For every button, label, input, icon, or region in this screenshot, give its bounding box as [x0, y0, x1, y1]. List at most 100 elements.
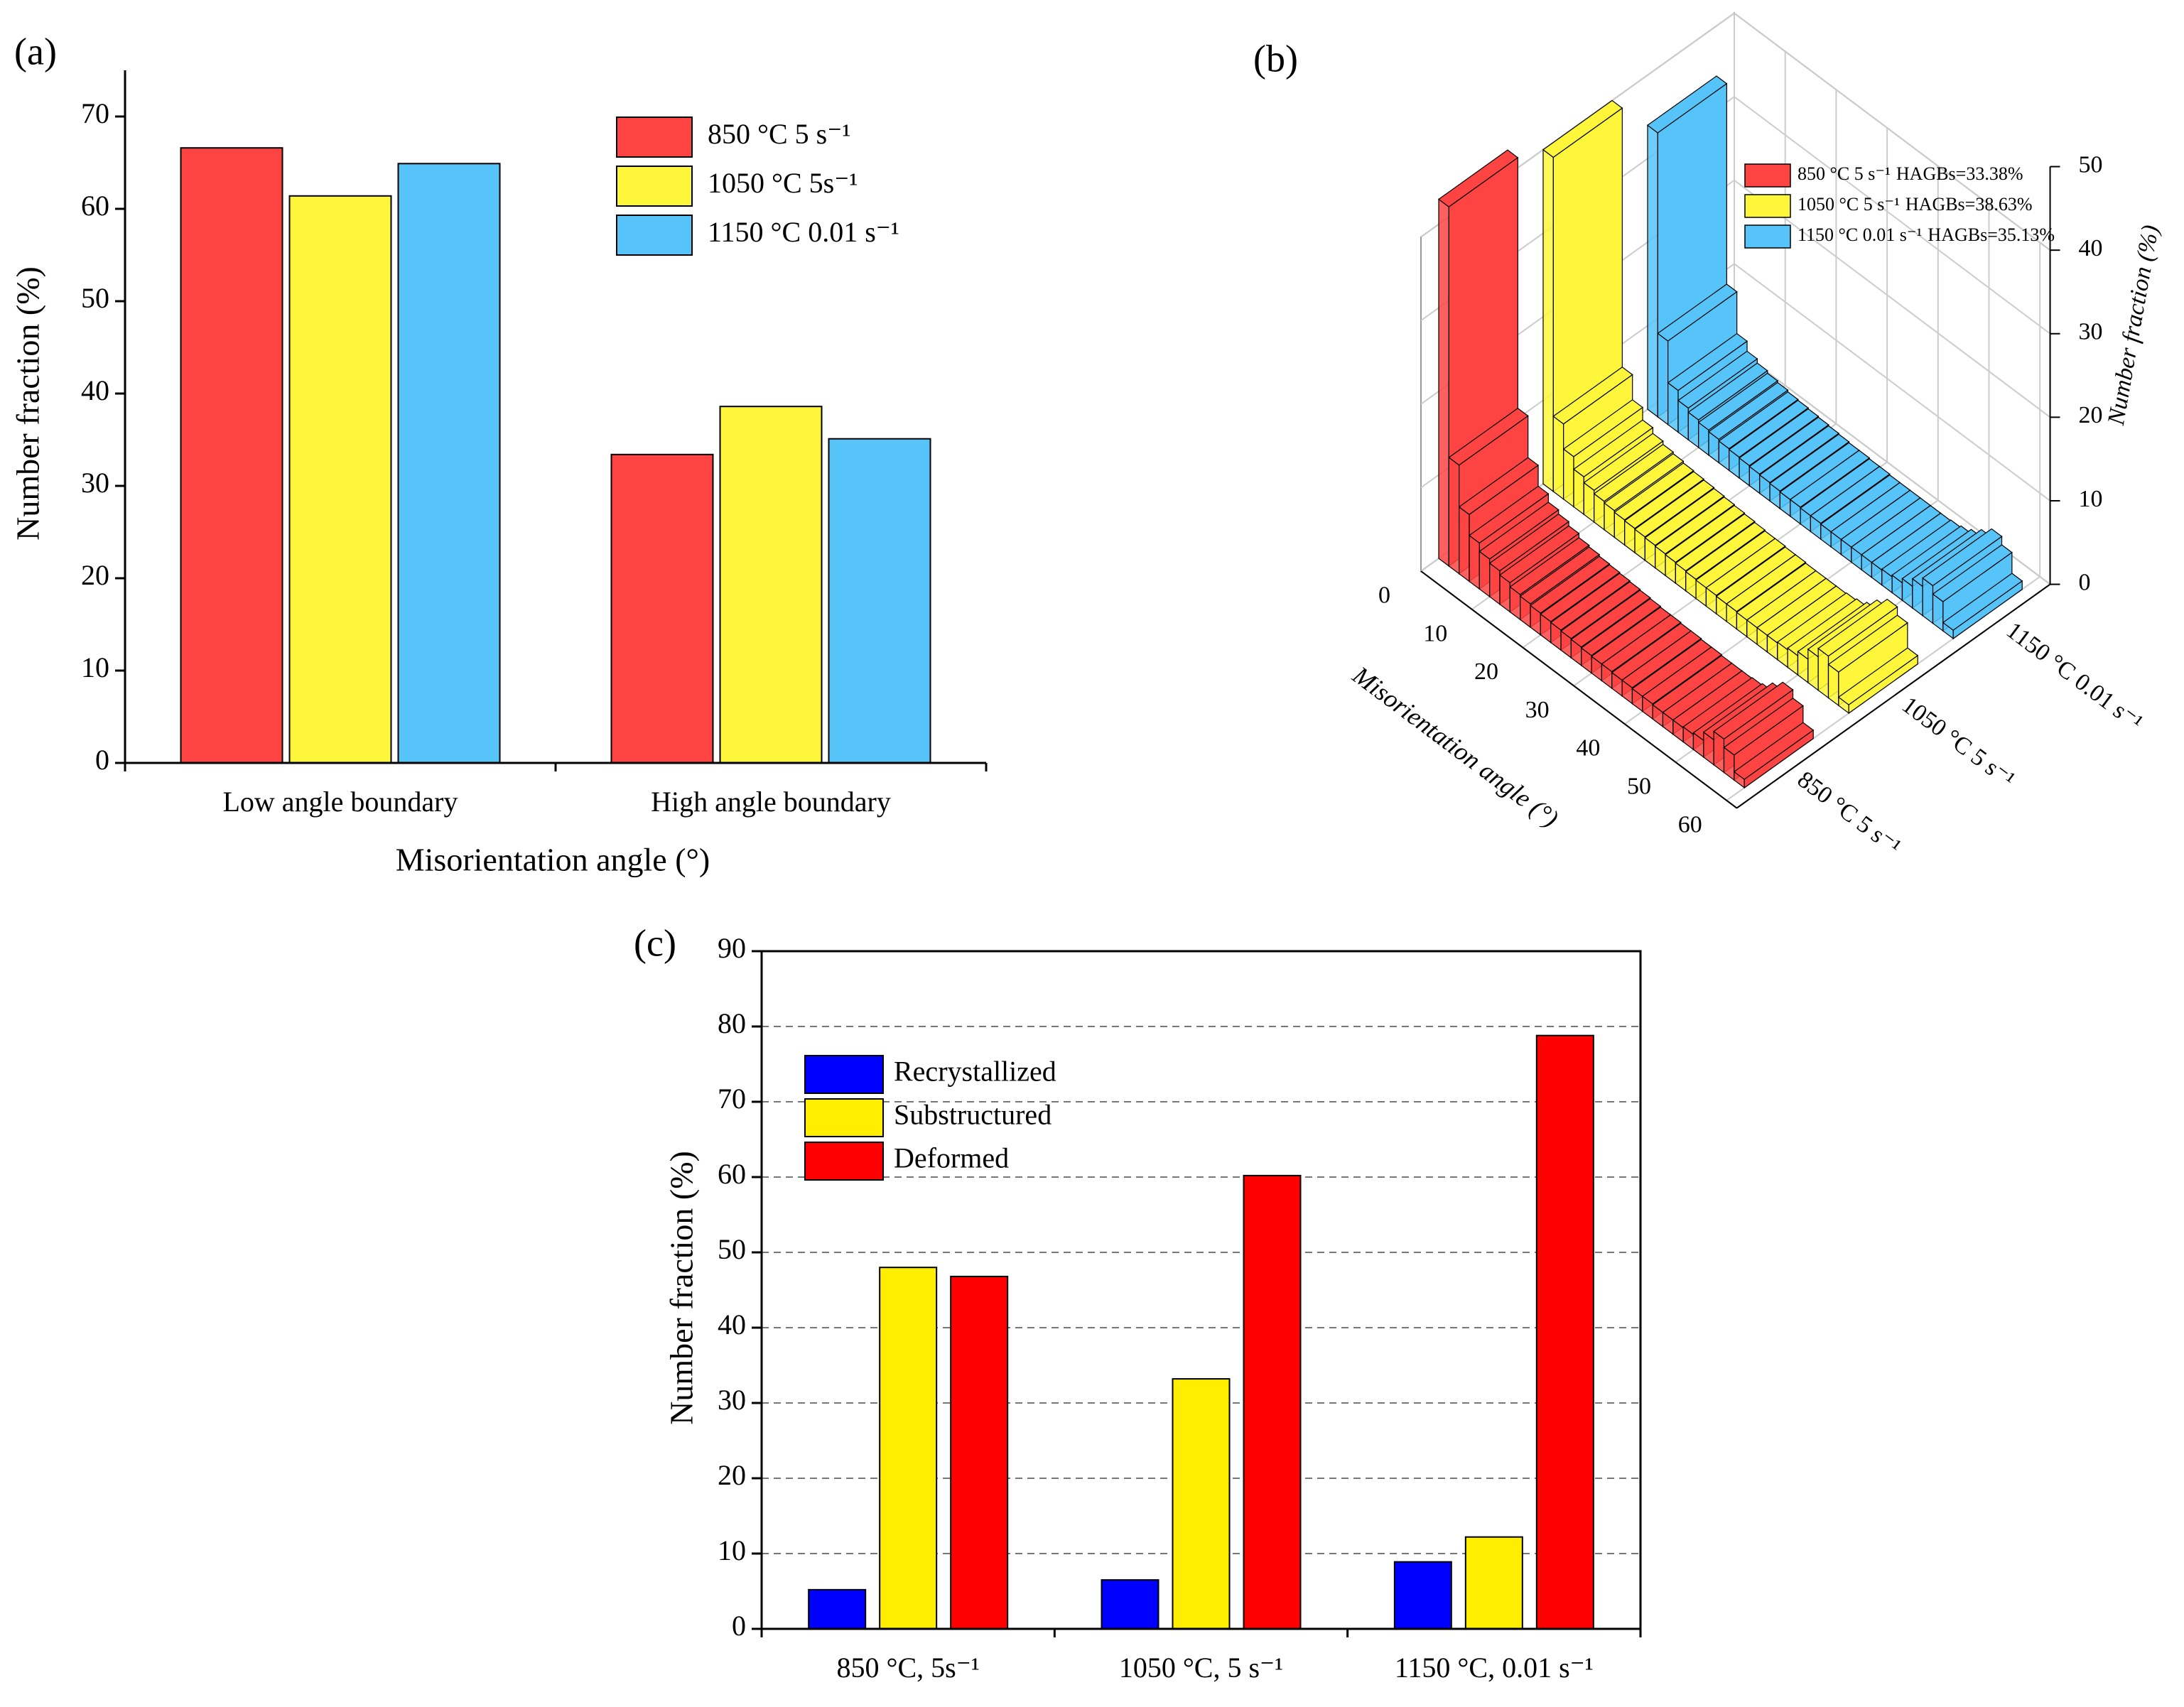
y-tick-label: 0: [732, 1610, 746, 1642]
bar: [397, 163, 501, 764]
x-axis: [1420, 570, 1738, 809]
bar: [1464, 1536, 1523, 1630]
bar: [1535, 1034, 1594, 1630]
y-axis-title: Number fraction (%): [10, 266, 46, 541]
legend-hagbs: HAGBs=35.13%: [1928, 224, 2055, 245]
y-tick-label: 0: [95, 744, 109, 776]
x-tick-label: 10: [1423, 620, 1447, 646]
y-tick-label: 10: [81, 651, 109, 683]
bar: [879, 1267, 938, 1630]
series-label: 1150 °C 0.01 s⁻¹: [2001, 617, 2148, 736]
legend-hagbs: HAGBs=38.63%: [1905, 194, 2033, 215]
x-axis-title: Misorientation angle (°): [396, 842, 710, 878]
bar-front: [1952, 580, 2023, 640]
y-tick-label: 90: [718, 932, 746, 964]
bar-side: [1459, 506, 1470, 582]
legend-name: 850 °C 5 s⁻¹: [1798, 163, 1891, 184]
y-tick-label: 40: [81, 374, 109, 406]
bar-side: [1817, 647, 1829, 699]
bar-side: [1542, 148, 1554, 493]
y-tick-label: 10: [718, 1534, 746, 1566]
bar: [1101, 1579, 1159, 1630]
y-tick-label: 80: [718, 1007, 746, 1039]
x-tick-label: 20: [1474, 659, 1498, 685]
bar: [180, 147, 283, 764]
bar: [950, 1275, 1009, 1630]
bar-side: [1563, 448, 1574, 508]
x-tick-label: 50: [1627, 774, 1651, 800]
legend-label: Recrystallized: [894, 1056, 1056, 1088]
legend-swatch: [616, 166, 693, 207]
legend-label: 1050 °C 5 s⁻¹ HAGBs=38.63%: [1798, 194, 2033, 215]
legend-label: 1050 °C 5s⁻¹: [708, 167, 858, 199]
bar-side: [1667, 381, 1679, 433]
x-tick-label: High angle boundary: [651, 786, 891, 818]
z-tick-label: 10: [2079, 486, 2103, 512]
panel-label: (b): [1253, 37, 1298, 80]
x-tick-label: 1150 °C, 0.01 s⁻¹: [1395, 1652, 1594, 1684]
plot-frame: [760, 950, 1642, 1630]
legend-label: 850 °C 5 s⁻¹ HAGBs=33.38%: [1798, 163, 2023, 184]
y-tick-label: 60: [718, 1158, 746, 1190]
bar: [1243, 1174, 1302, 1630]
bar: [828, 438, 931, 764]
bar: [808, 1588, 867, 1630]
z-tick-label: 40: [2079, 235, 2103, 261]
x-tick-label: 0: [1378, 582, 1390, 609]
legend-label: Deformed: [894, 1142, 1009, 1174]
bar-side: [1438, 198, 1449, 568]
x-tick-label: 850 °C, 5s⁻¹: [836, 1652, 979, 1684]
bar-side: [1647, 124, 1658, 418]
legend-label: 850 °C 5 s⁻¹: [708, 118, 850, 150]
legend-label: 1150 °C 0.01 s⁻¹: [708, 216, 899, 248]
x-axis-title: Misorientation angle (°): [1347, 661, 1564, 833]
legend-swatch: [1744, 224, 1791, 249]
series-label: 1050 °C 5 s⁻¹: [1897, 692, 2020, 793]
x-tick-label: 60: [1678, 811, 1702, 838]
legend-swatch: [804, 1098, 884, 1137]
y-tick-label: 50: [718, 1233, 746, 1265]
bar: [1942, 573, 2023, 640]
legend-swatch: [804, 1142, 884, 1181]
bar: [1393, 1561, 1452, 1630]
legend-swatch: [1744, 194, 1791, 218]
bar-front: [1744, 729, 1814, 789]
legend-hagbs: HAGBs=33.38%: [1896, 163, 2023, 184]
legend-swatch: [1744, 163, 1791, 188]
y-axis-title: Number fraction (%): [664, 1151, 700, 1425]
panel-label: (a): [14, 30, 57, 72]
y-tick-label: 60: [81, 190, 109, 222]
y-tick-label: 40: [718, 1308, 746, 1340]
x-tick-label: 40: [1576, 735, 1600, 762]
y-tick-label: 20: [81, 559, 109, 591]
y-tick-label: 50: [81, 282, 109, 314]
bar-side: [1552, 415, 1564, 500]
y-tick-label: 20: [718, 1459, 746, 1491]
legend-name: 1150 °C 0.01 s⁻¹: [1798, 224, 1922, 245]
panel-label: (c): [634, 921, 676, 964]
bar-front: [1848, 654, 1918, 715]
y-tick-label: 70: [718, 1083, 746, 1115]
legend-name: 1050 °C 5 s⁻¹: [1798, 194, 1900, 215]
bar: [610, 453, 714, 764]
z-axis-title: Number fraction (%): [2103, 223, 2164, 428]
z-tick-label: 50: [2079, 151, 2103, 178]
y-tick-label: 30: [81, 467, 109, 499]
x-tick-label: 1050 °C, 5 s⁻¹: [1119, 1652, 1283, 1684]
z-tick-label: 0: [2079, 569, 2091, 595]
z-tick-label: 30: [2079, 319, 2103, 345]
bar-side: [1469, 534, 1480, 590]
bar: [1837, 647, 1919, 715]
depth-axis: [1736, 583, 2051, 809]
series-label: 850 °C 5 s⁻¹: [1793, 766, 1905, 860]
bar: [719, 406, 823, 764]
legend-swatch: [616, 215, 693, 256]
z-tick-label: 20: [2079, 402, 2103, 428]
legend-swatch: [616, 116, 693, 158]
bar: [1172, 1378, 1231, 1630]
bar: [1733, 722, 1815, 789]
y-tick-label: 70: [81, 97, 109, 129]
x-tick-label: Low angle boundary: [222, 786, 458, 818]
bar: [288, 195, 392, 764]
